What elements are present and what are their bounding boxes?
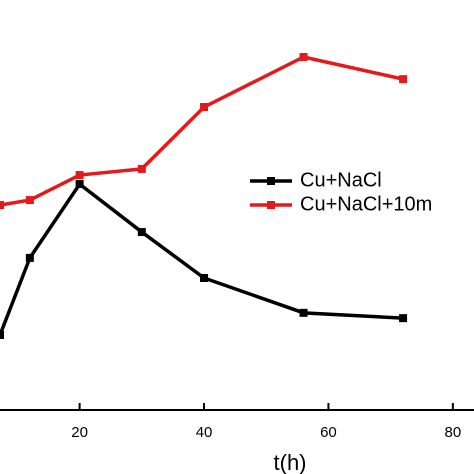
x-tick-label: 40 <box>196 424 213 441</box>
marker <box>137 228 146 237</box>
x-tick-label: 80 <box>445 424 462 441</box>
marker <box>200 273 209 282</box>
marker <box>75 171 84 180</box>
marker <box>0 330 4 339</box>
marker <box>299 52 308 61</box>
legend-marker <box>267 177 275 185</box>
marker <box>75 180 84 189</box>
marker <box>200 103 209 112</box>
legend-label: Cu+NaCl+10m <box>300 193 432 215</box>
marker <box>137 164 146 173</box>
x-tick-label: 60 <box>320 424 337 441</box>
x-axis-title: t(h) <box>274 450 307 474</box>
marker <box>25 253 34 262</box>
marker <box>25 196 34 205</box>
marker <box>399 75 408 84</box>
x-tick-label: 20 <box>71 424 88 441</box>
legend-label: Cu+NaCl <box>300 169 382 191</box>
legend-marker <box>267 201 275 209</box>
marker <box>0 201 4 209</box>
marker <box>399 314 408 323</box>
marker <box>299 308 308 317</box>
